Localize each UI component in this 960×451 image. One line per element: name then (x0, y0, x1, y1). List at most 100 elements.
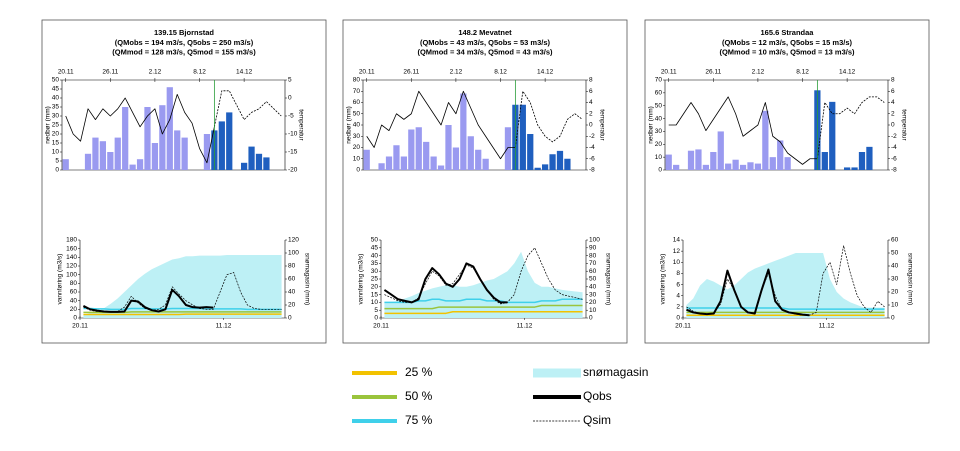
bar (203, 134, 211, 170)
panel-subtitle: (QMobs = 194 m3/s, Q5obs = 250 m3/s) (115, 38, 254, 47)
y2-tick-label: 100 (288, 250, 299, 257)
y2-tick-label: 2 (891, 110, 895, 117)
bar (452, 147, 460, 170)
bar (400, 156, 408, 170)
y2-tick-label: -4 (891, 144, 897, 151)
y2-tick-label: 20 (589, 299, 597, 306)
panel-subtitle: (QMmod = 128 m3/s, Q5mod = 155 m3/s) (112, 47, 256, 56)
y-tick-label: 25 (371, 276, 379, 283)
y2-tick-label: -4 (589, 144, 595, 151)
y2-tick-label: 10 (891, 302, 899, 309)
bar (549, 154, 556, 170)
x-tick-label: 8.12 (494, 69, 507, 76)
x-tick-label: 20.11 (675, 323, 691, 330)
x-tick-label: 2.12 (752, 69, 765, 76)
y-tick-label: 14 (673, 237, 681, 244)
y-tick-label: 50 (371, 237, 379, 244)
series-line (384, 247, 583, 305)
bar (821, 152, 828, 170)
y-tick-label: 70 (655, 77, 663, 84)
bar (519, 104, 526, 170)
bar (166, 87, 173, 170)
bar (218, 121, 225, 170)
y-tick-label: 120 (66, 263, 77, 270)
y-tick-label: 40 (70, 297, 78, 304)
series-line (384, 298, 583, 304)
y-tick-label: 0 (374, 315, 378, 322)
y2-axis-label: snømagasin (mm) (906, 253, 913, 305)
series-area (83, 254, 282, 318)
bar (851, 167, 858, 170)
x-tick-label: 11.12 (819, 323, 835, 330)
bar (717, 131, 724, 170)
x-tick-label: 20.11 (661, 69, 677, 76)
bar (99, 141, 107, 170)
y2-tick-label: 5 (288, 77, 292, 84)
y2-tick-label: 0 (891, 122, 895, 129)
x-tick-label: 11.12 (517, 323, 533, 330)
bar (564, 158, 571, 170)
y2-tick-label: 40 (891, 263, 899, 270)
y-axis-label: vannføring (m3/s) (660, 254, 667, 305)
bar (673, 164, 680, 170)
y2-tick-label: 120 (288, 237, 299, 244)
y2-tick-label: 60 (589, 268, 597, 275)
y-tick-label: 0 (676, 315, 680, 322)
bar (114, 137, 121, 170)
x-tick-label: 8.12 (193, 69, 206, 76)
y-tick-label: 45 (52, 86, 60, 93)
y-tick-label: 50 (655, 102, 663, 109)
y2-axis-label: temperatur (297, 109, 304, 141)
y2-tick-label: -6 (891, 155, 897, 162)
bar (829, 101, 836, 170)
bar (467, 136, 474, 170)
y2-tick-label: -8 (891, 167, 897, 174)
y-tick-label: 12 (673, 248, 681, 255)
y-tick-label: 60 (655, 90, 663, 97)
bar (762, 110, 769, 170)
y-tick-label: 15 (371, 291, 379, 298)
series-line (366, 90, 516, 160)
y2-tick-label: 10 (589, 307, 597, 314)
y2-tick-label: -2 (891, 133, 897, 140)
y2-tick-label: 30 (589, 291, 597, 298)
x-tick-label: 20.11 (72, 323, 88, 330)
bar (777, 140, 784, 170)
x-tick-label: 14.12 (236, 69, 253, 76)
series-line (213, 90, 282, 127)
y2-tick-label: -15 (288, 149, 298, 156)
bar (665, 154, 672, 170)
y-tick-label: 20 (371, 284, 379, 291)
legend-label: 25 % (405, 365, 433, 379)
y2-tick-label: 0 (288, 315, 292, 322)
bar (843, 167, 851, 170)
y-axis-label: nedbør (mm) (45, 106, 52, 144)
y2-tick-label: -6 (589, 155, 595, 162)
bar (385, 156, 393, 170)
y-tick-label: 8 (676, 270, 680, 277)
y-tick-label: 40 (353, 122, 361, 129)
y-tick-label: 4 (676, 292, 680, 299)
legend-label: Qobs (583, 389, 612, 403)
y-axis-label: nedbør (mm) (346, 106, 353, 144)
bar (144, 107, 151, 170)
y2-tick-label: 6 (891, 88, 895, 95)
legend-label: 50 % (405, 389, 433, 403)
bar (423, 141, 430, 170)
y2-tick-label: 40 (288, 289, 296, 296)
y2-tick-label: 70 (589, 260, 597, 267)
y-tick-label: 10 (371, 299, 379, 306)
series-line (83, 272, 282, 313)
bar (747, 162, 754, 170)
bar (255, 153, 263, 170)
y-tick-label: 30 (52, 113, 60, 120)
y-tick-label: 60 (353, 99, 361, 106)
y-tick-label: 100 (66, 271, 77, 278)
bar (475, 149, 482, 170)
y-tick-label: 140 (66, 254, 77, 261)
bar (858, 152, 866, 170)
x-tick-label: 26.11 (403, 69, 419, 76)
bar (687, 150, 695, 170)
y-tick-label: 30 (353, 133, 361, 140)
